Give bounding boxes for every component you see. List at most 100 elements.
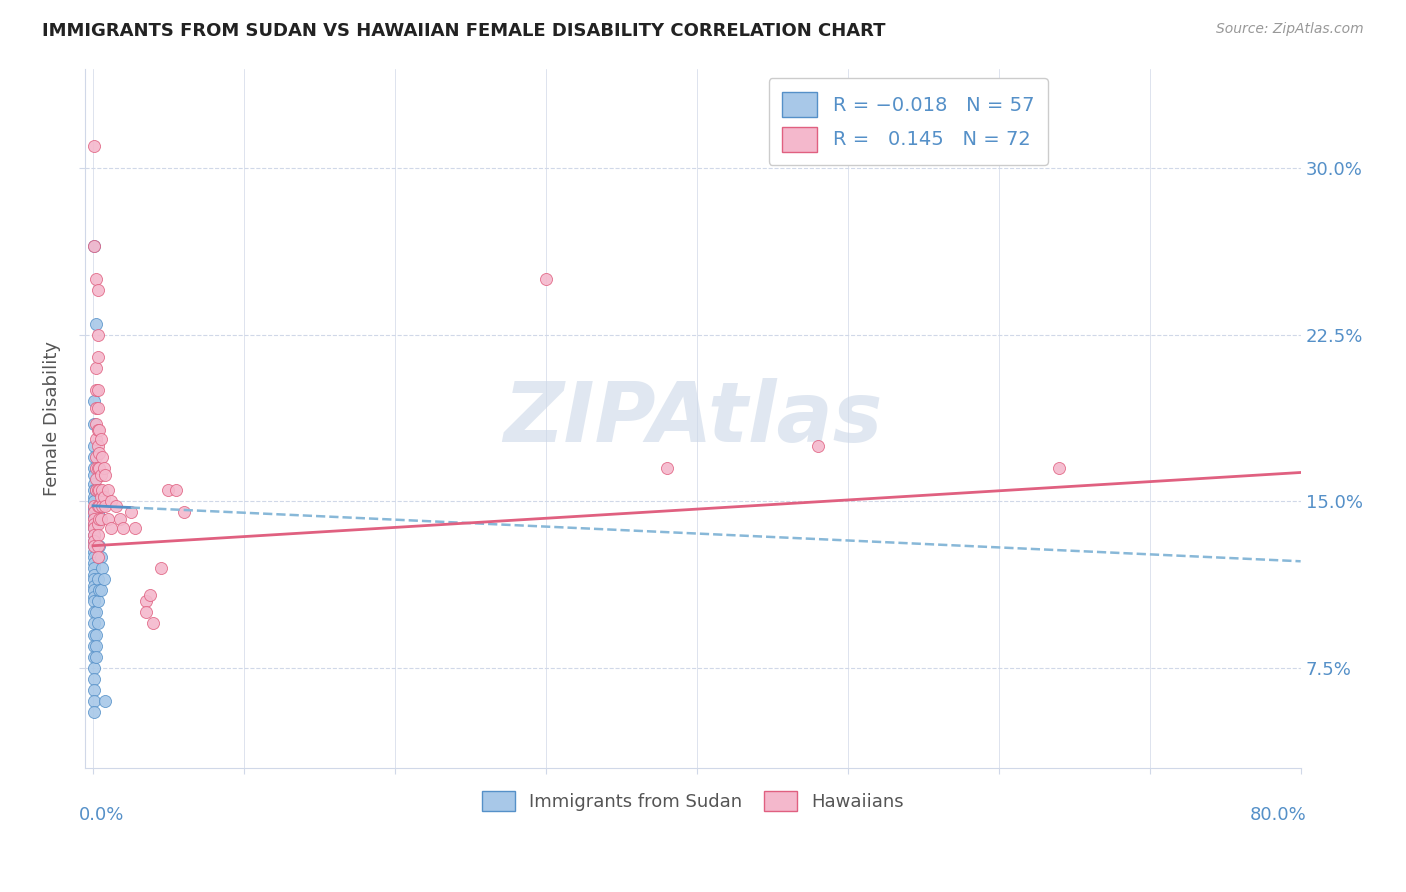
Point bbox=[534, 272, 557, 286]
Point bbox=[83, 527, 105, 541]
Point bbox=[86, 423, 108, 437]
Point bbox=[83, 616, 105, 631]
Point bbox=[84, 483, 107, 498]
Point bbox=[83, 605, 105, 619]
Point bbox=[87, 499, 110, 513]
Point bbox=[83, 534, 105, 549]
Point bbox=[83, 627, 105, 641]
Point bbox=[86, 516, 108, 531]
Point bbox=[83, 516, 105, 531]
Point bbox=[89, 512, 111, 526]
Point bbox=[89, 432, 111, 446]
Point bbox=[94, 467, 117, 482]
Point bbox=[83, 516, 105, 531]
Point bbox=[87, 461, 110, 475]
Point bbox=[112, 521, 135, 535]
Point bbox=[84, 432, 107, 446]
Point bbox=[83, 672, 105, 686]
Point bbox=[83, 476, 105, 491]
Point bbox=[83, 439, 105, 453]
Point bbox=[83, 509, 105, 524]
Point bbox=[97, 483, 120, 498]
Point bbox=[87, 539, 110, 553]
Point bbox=[89, 490, 111, 504]
Point bbox=[84, 649, 107, 664]
Point bbox=[83, 661, 105, 675]
Point bbox=[83, 694, 105, 708]
Point bbox=[91, 483, 114, 498]
Point bbox=[86, 527, 108, 541]
Point bbox=[89, 549, 111, 564]
Legend: Immigrants from Sudan, Hawaiians: Immigrants from Sudan, Hawaiians bbox=[475, 784, 911, 818]
Point bbox=[87, 583, 110, 598]
Point bbox=[86, 350, 108, 364]
Text: 80.0%: 80.0% bbox=[1250, 806, 1306, 824]
Point bbox=[124, 521, 146, 535]
Point bbox=[86, 499, 108, 513]
Point bbox=[83, 683, 105, 698]
Point bbox=[165, 483, 187, 498]
Point bbox=[83, 239, 105, 253]
Text: IMMIGRANTS FROM SUDAN VS HAWAIIAN FEMALE DISABILITY CORRELATION CHART: IMMIGRANTS FROM SUDAN VS HAWAIIAN FEMALE… bbox=[42, 22, 886, 40]
Point bbox=[83, 705, 105, 719]
Point bbox=[86, 616, 108, 631]
Point bbox=[83, 539, 105, 553]
Point bbox=[86, 384, 108, 398]
Point bbox=[84, 417, 107, 431]
Point bbox=[84, 384, 107, 398]
Point bbox=[104, 499, 127, 513]
Point bbox=[94, 694, 117, 708]
Point bbox=[83, 139, 105, 153]
Point bbox=[83, 639, 105, 653]
Point bbox=[87, 423, 110, 437]
Point bbox=[84, 450, 107, 464]
Point bbox=[84, 272, 107, 286]
Point bbox=[91, 561, 114, 575]
Point bbox=[83, 461, 105, 475]
Text: ZIPAtlas: ZIPAtlas bbox=[503, 377, 883, 458]
Point bbox=[83, 579, 105, 593]
Point bbox=[86, 461, 108, 475]
Point bbox=[86, 284, 108, 298]
Point bbox=[94, 499, 117, 513]
Point bbox=[83, 505, 105, 519]
Point bbox=[83, 567, 105, 582]
Point bbox=[89, 583, 111, 598]
Point bbox=[84, 401, 107, 416]
Point bbox=[91, 499, 114, 513]
Point bbox=[89, 467, 111, 482]
Point bbox=[83, 561, 105, 575]
Point bbox=[108, 512, 131, 526]
Point bbox=[86, 439, 108, 453]
Point bbox=[83, 467, 105, 482]
Point bbox=[100, 521, 122, 535]
Point bbox=[83, 590, 105, 604]
Point bbox=[83, 549, 105, 564]
Point bbox=[83, 494, 105, 508]
Point bbox=[87, 512, 110, 526]
Point bbox=[91, 450, 114, 464]
Text: Source: ZipAtlas.com: Source: ZipAtlas.com bbox=[1216, 22, 1364, 37]
Point bbox=[83, 534, 105, 549]
Point bbox=[100, 494, 122, 508]
Point bbox=[84, 472, 107, 486]
Point bbox=[83, 505, 105, 519]
Point bbox=[83, 557, 105, 571]
Point bbox=[86, 505, 108, 519]
Point bbox=[83, 501, 105, 516]
Point bbox=[87, 445, 110, 459]
Point bbox=[135, 605, 157, 619]
Point bbox=[83, 394, 105, 409]
Point bbox=[83, 521, 105, 535]
Point bbox=[83, 450, 105, 464]
Point bbox=[655, 461, 678, 475]
Point bbox=[120, 505, 142, 519]
Point bbox=[149, 561, 172, 575]
Point bbox=[83, 545, 105, 559]
Point bbox=[93, 461, 115, 475]
Text: 0.0%: 0.0% bbox=[79, 806, 125, 824]
Point bbox=[84, 483, 107, 498]
Point bbox=[86, 572, 108, 586]
Point bbox=[83, 490, 105, 504]
Point bbox=[84, 627, 107, 641]
